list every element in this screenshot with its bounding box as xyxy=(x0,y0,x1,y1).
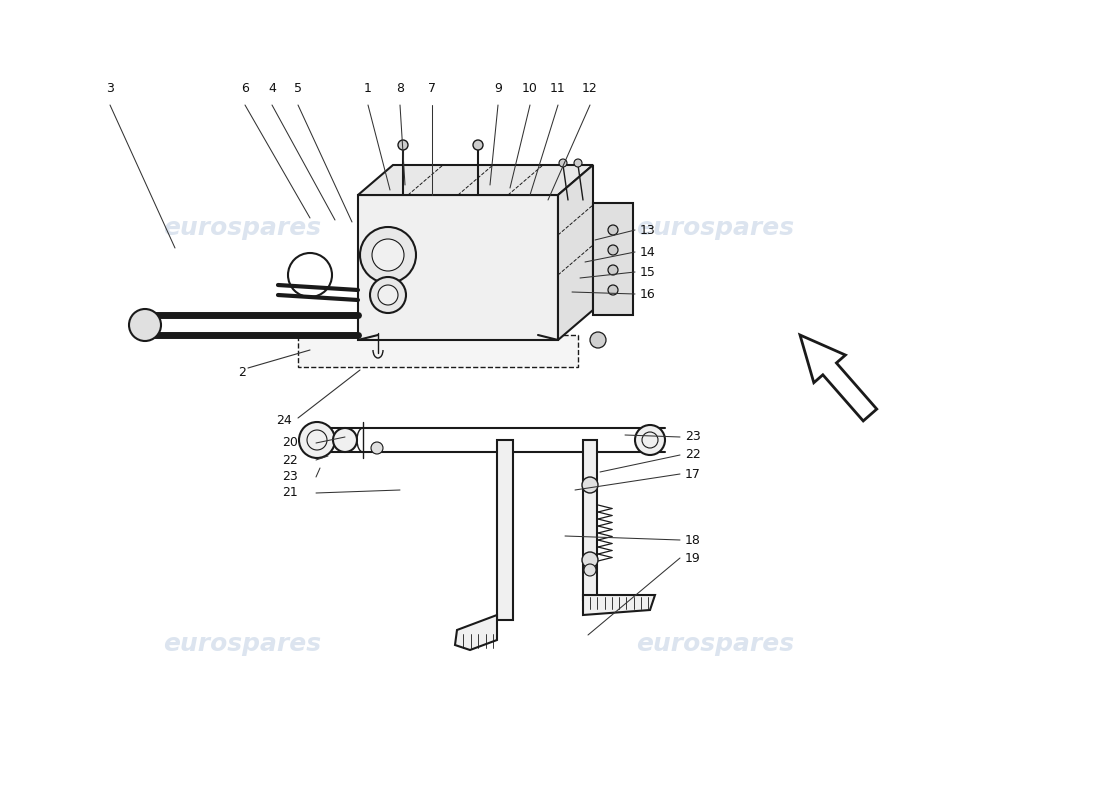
Circle shape xyxy=(360,227,416,283)
Circle shape xyxy=(398,140,408,150)
Text: 24: 24 xyxy=(276,414,292,427)
Polygon shape xyxy=(455,615,497,650)
Text: 23: 23 xyxy=(685,430,701,443)
Circle shape xyxy=(333,428,358,452)
Text: 15: 15 xyxy=(640,266,656,278)
Text: 16: 16 xyxy=(640,287,656,301)
Circle shape xyxy=(378,285,398,305)
Text: 12: 12 xyxy=(582,82,598,95)
Circle shape xyxy=(299,422,336,458)
Text: eurospares: eurospares xyxy=(163,632,321,656)
FancyBboxPatch shape xyxy=(298,335,578,367)
Text: 21: 21 xyxy=(283,486,298,499)
Circle shape xyxy=(608,285,618,295)
Polygon shape xyxy=(800,335,877,421)
Circle shape xyxy=(371,442,383,454)
Circle shape xyxy=(574,159,582,167)
Text: 18: 18 xyxy=(685,534,701,546)
Text: 10: 10 xyxy=(522,82,538,95)
Circle shape xyxy=(559,159,566,167)
Circle shape xyxy=(582,477,598,493)
Text: 22: 22 xyxy=(685,449,701,462)
Text: 23: 23 xyxy=(283,470,298,483)
Polygon shape xyxy=(358,165,593,195)
Circle shape xyxy=(590,332,606,348)
Polygon shape xyxy=(593,203,632,315)
Polygon shape xyxy=(558,165,593,340)
Text: 17: 17 xyxy=(685,467,701,481)
Circle shape xyxy=(608,245,618,255)
Text: 19: 19 xyxy=(685,551,701,565)
Circle shape xyxy=(608,225,618,235)
Text: 6: 6 xyxy=(241,82,249,95)
Text: eurospares: eurospares xyxy=(163,216,321,240)
Text: 3: 3 xyxy=(106,82,114,95)
FancyBboxPatch shape xyxy=(497,440,513,620)
Text: 8: 8 xyxy=(396,82,404,95)
Text: 13: 13 xyxy=(640,223,656,237)
Text: 14: 14 xyxy=(640,246,656,258)
Circle shape xyxy=(584,564,596,576)
Polygon shape xyxy=(583,595,654,615)
Text: 1: 1 xyxy=(364,82,372,95)
Text: 22: 22 xyxy=(283,454,298,466)
FancyBboxPatch shape xyxy=(583,440,597,600)
Circle shape xyxy=(582,552,598,568)
Circle shape xyxy=(370,277,406,313)
Circle shape xyxy=(372,239,404,271)
Text: eurospares: eurospares xyxy=(636,216,794,240)
Text: 5: 5 xyxy=(294,82,302,95)
Text: 4: 4 xyxy=(268,82,276,95)
Text: 9: 9 xyxy=(494,82,502,95)
Circle shape xyxy=(635,425,666,455)
Circle shape xyxy=(608,265,618,275)
Circle shape xyxy=(129,309,161,341)
Text: 2: 2 xyxy=(238,366,246,378)
Text: eurospares: eurospares xyxy=(636,632,794,656)
Text: 7: 7 xyxy=(428,82,436,95)
Circle shape xyxy=(473,140,483,150)
FancyBboxPatch shape xyxy=(358,195,558,340)
Text: 20: 20 xyxy=(282,437,298,450)
Text: 11: 11 xyxy=(550,82,565,95)
